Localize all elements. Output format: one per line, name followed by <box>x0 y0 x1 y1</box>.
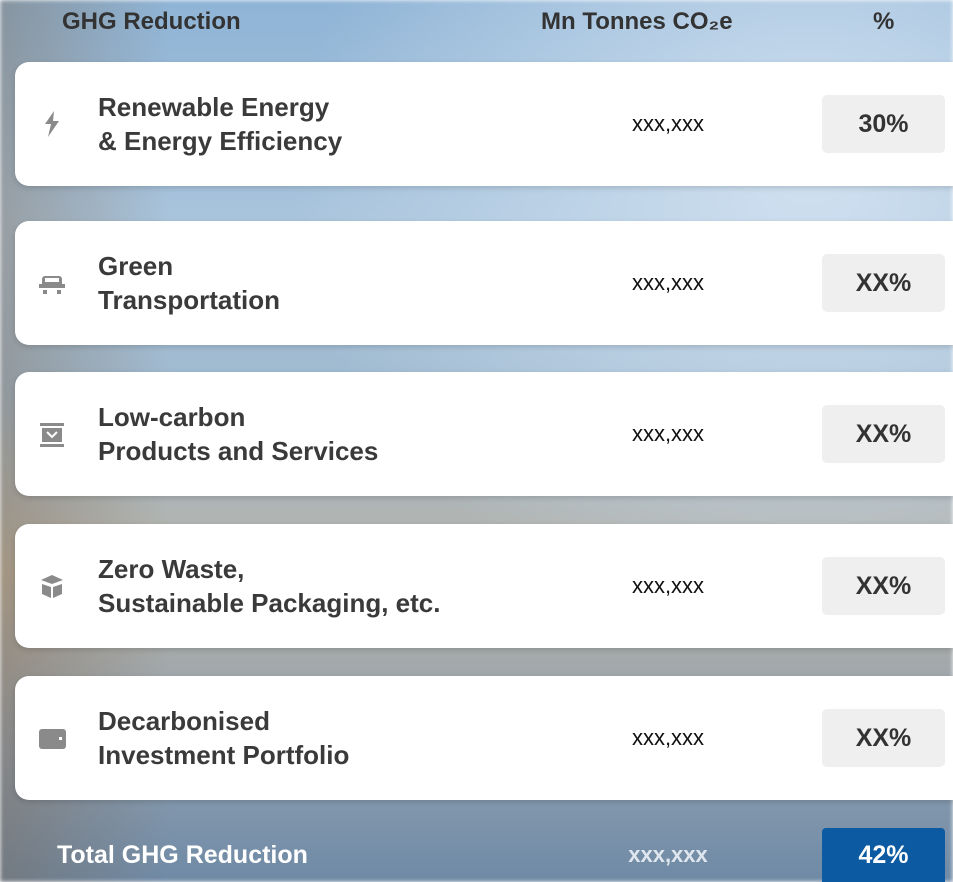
row-card: Decarbonised Investment Portfolio xxx,xxx X… <box>15 676 953 800</box>
total-share: 42% <box>822 828 945 882</box>
label-line: Sustainable Packaging, etc. <box>98 588 441 618</box>
label-line: & Energy Efficiency <box>98 126 343 156</box>
row-share: XX% <box>822 709 945 767</box>
row-icon <box>39 276 65 294</box>
row-share: XX% <box>822 254 945 312</box>
row-amount: xxx,xxx <box>631 270 705 295</box>
label-line: Transportation <box>98 285 281 315</box>
label-line: Low-carbon <box>98 402 246 432</box>
row-amount: xxx,xxx <box>631 421 705 446</box>
label-line: Zero Waste, <box>98 554 245 584</box>
row-label: Renewable Energy & Energy Efficiency <box>98 90 342 158</box>
label-line: Products and Services <box>98 436 379 466</box>
row-amount: xxx,xxx <box>631 725 705 750</box>
row-share: XX% <box>822 557 945 615</box>
row-card: Renewable Energy & Energy Efficiency xxx,x… <box>15 62 953 186</box>
label-line: Investment Portfolio <box>98 740 350 770</box>
row-label: Zero Waste, Sustainable Packaging, etc. <box>98 552 440 620</box>
row-card: Zero Waste, Sustainable Packaging, etc. xx… <box>15 524 953 648</box>
row-label: Green Transportation <box>98 249 280 317</box>
row-icon <box>45 111 59 137</box>
row-icon <box>40 423 64 447</box>
row-label: Low-carbon Products and Services <box>98 400 378 468</box>
label-line: Green <box>98 251 174 281</box>
label-line: Decarbonised <box>98 706 270 736</box>
header-unit: Mn Tonnes CO₂e <box>541 8 733 35</box>
row-icon <box>39 729 66 749</box>
row-share: XX% <box>822 405 945 463</box>
header-title: GHG Reduction <box>62 8 241 35</box>
row-label: Decarbonised Investment Portfolio <box>98 704 349 772</box>
row-amount: xxx,xxx <box>631 573 705 598</box>
row-card: Low-carbon Products and Services xxx,xxx XX… <box>15 372 953 496</box>
row-card: Green Transportation xxx,xxx XX% <box>15 221 953 345</box>
header-share: % <box>873 8 895 35</box>
row-amount: xxx,xxx <box>631 111 705 136</box>
label-line: Renewable Energy <box>98 92 330 122</box>
row-icon <box>41 575 63 598</box>
total-amount: xxx,xxx <box>628 842 708 867</box>
row-share: 30% <box>822 95 945 153</box>
total-label: Total GHG Reduction <box>57 840 308 869</box>
